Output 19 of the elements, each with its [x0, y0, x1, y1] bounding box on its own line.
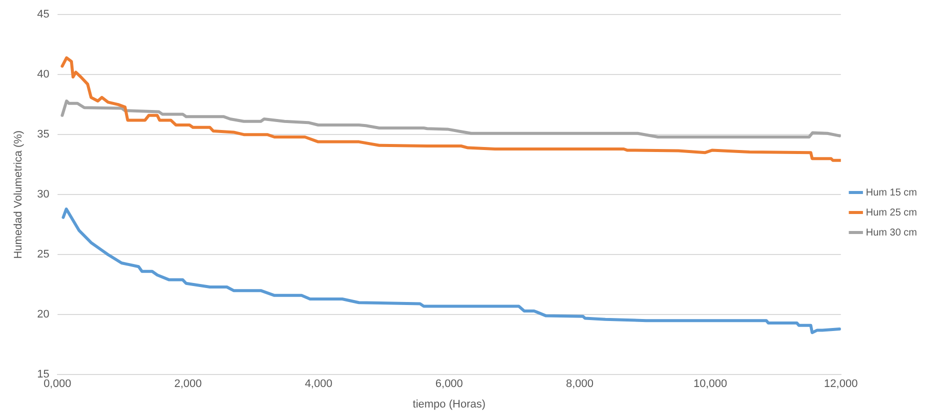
y-tick-label: 25 — [37, 248, 50, 261]
x-tick-label: 12,000 — [824, 378, 858, 390]
legend-label: Hum 25 cm — [866, 207, 917, 218]
y-tick-label: 35 — [37, 128, 50, 141]
y-tick-label: 30 — [37, 188, 50, 201]
x-tick-label: 2,000 — [174, 378, 202, 390]
x-tick-label: 0,000 — [44, 378, 72, 390]
x-axis-title: tiempo (Horas) — [412, 398, 486, 410]
y-tick-label: 45 — [37, 8, 50, 21]
x-tick-label: 6,000 — [435, 378, 463, 390]
legend-label: Hum 30 cm — [866, 227, 917, 238]
x-tick-label: 10,000 — [693, 378, 728, 390]
x-tick-label: 4,000 — [304, 378, 332, 390]
y-tick-label: 15 — [37, 368, 50, 381]
x-tick-label: 8,000 — [566, 378, 594, 390]
y-axis-title: Humedad Volumetrica (%) — [12, 130, 25, 259]
y-tick-label: 20 — [37, 308, 50, 321]
y-tick-label: 40 — [37, 68, 50, 81]
legend-label: Hum 15 cm — [866, 187, 917, 198]
